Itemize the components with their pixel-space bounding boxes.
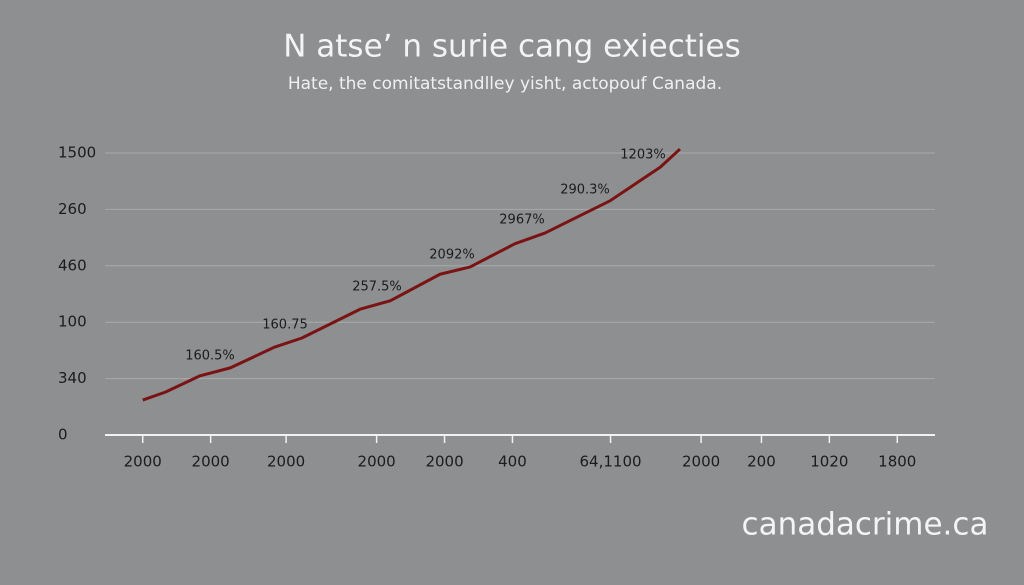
annotation: 257.5% <box>352 280 402 295</box>
y-tick-label: 100 <box>58 313 87 331</box>
annotation: 2092% <box>429 248 474 263</box>
x-tick-label: 64,1100 <box>580 453 642 471</box>
x-tick-label: 200 <box>747 453 776 471</box>
chart-subtitle: Hate, the comitatstandlley yisht, actopo… <box>288 74 722 94</box>
x-tick-label: 1800 <box>878 453 916 471</box>
annotation: 160.5% <box>185 349 235 364</box>
y-tick-label: 0 <box>58 426 68 444</box>
x-tick-label: 2000 <box>358 453 396 471</box>
x-tick-label: 1020 <box>810 453 848 471</box>
watermark: canadacrime.ca <box>742 507 989 543</box>
x-tick-label: 2000 <box>192 453 230 471</box>
chart-title: N atse’ n surie cang exiecties <box>283 29 741 65</box>
annotation: 2967% <box>499 213 544 228</box>
data-line <box>142 147 681 402</box>
y-tick-label: 260 <box>58 200 87 218</box>
y-tick-label: 1500 <box>58 144 96 162</box>
annotation: 290.3% <box>560 183 610 198</box>
x-tick-label: 2000 <box>425 453 463 471</box>
y-tick-label: 340 <box>58 369 87 387</box>
annotation: 160.75 <box>262 318 308 333</box>
x-tick-label: 2000 <box>267 453 305 471</box>
x-tick-label: 2000 <box>682 453 720 471</box>
x-tick-label: 2000 <box>124 453 162 471</box>
annotation: 1203% <box>620 148 665 163</box>
x-tick-label: 400 <box>498 453 527 471</box>
y-tick-label: 460 <box>58 256 87 274</box>
